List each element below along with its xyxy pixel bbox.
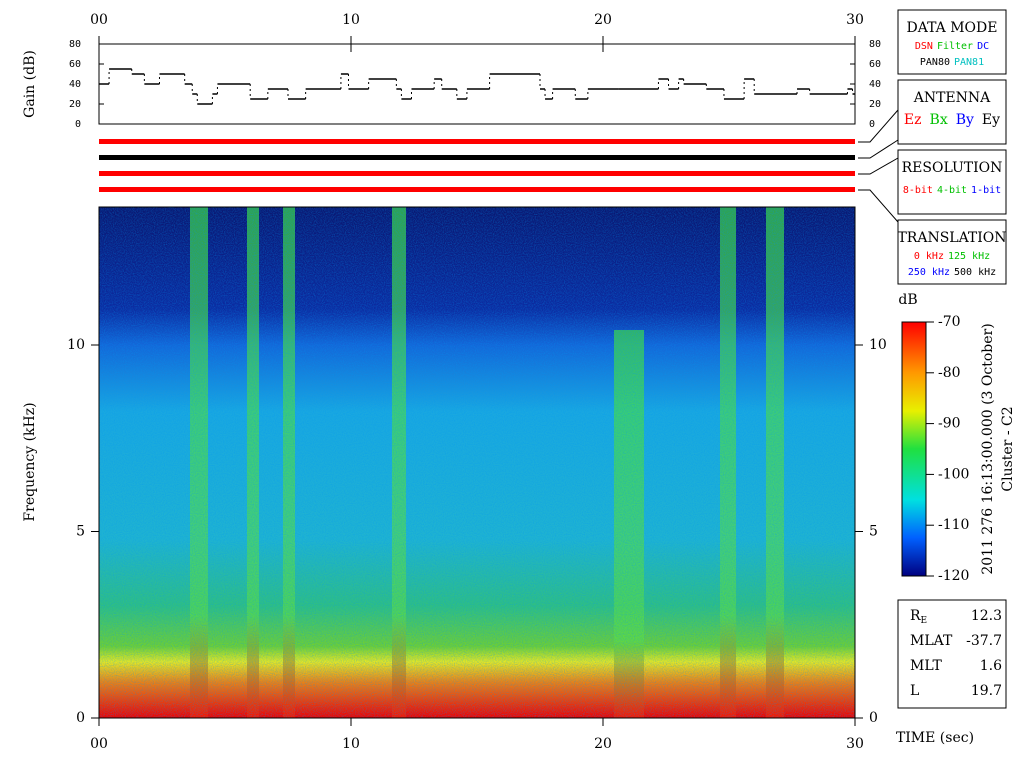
- panel-item: 0 kHz: [914, 251, 944, 262]
- panel-item: PAN80: [920, 57, 950, 68]
- gain-frame: [98, 43, 856, 125]
- panel-box: [897, 9, 1007, 75]
- panel-box: [897, 149, 1007, 215]
- y-tick-label: 10: [869, 337, 887, 353]
- colorbar-tick-label: -70: [938, 314, 961, 330]
- status-bar: [99, 187, 855, 192]
- time-axis-label: TIME (sec): [896, 730, 974, 746]
- colorbar: [901, 321, 927, 577]
- panel-item: 250 kHz: [908, 267, 950, 278]
- panel-item: Ez: [904, 112, 922, 128]
- y-tick-label: 10: [67, 337, 85, 353]
- caption: 2011 276 16:13:00.000 (3 October): [980, 323, 996, 574]
- panel-item: 4-bit: [937, 185, 967, 196]
- y-tick-label: 20: [69, 99, 81, 110]
- panel-item: 125 kHz: [948, 251, 990, 262]
- info-value: 1.6: [980, 658, 1002, 674]
- info-value: -37.7: [966, 633, 1002, 649]
- gain-axis-label: Gain (dB): [22, 50, 38, 118]
- info-label: RE: [910, 608, 927, 626]
- info-label-sub: E: [921, 616, 928, 626]
- info-label: MLAT: [910, 633, 953, 649]
- panel-row: Ez Bx By Ey: [904, 112, 1000, 128]
- status-bar: [99, 171, 855, 176]
- panel-row: 8-bit 4-bit 1-bit: [903, 185, 1001, 196]
- y-tick-label: 5: [869, 524, 878, 540]
- x-tick-label: 00: [90, 12, 108, 28]
- info-label-main: MLT: [910, 658, 942, 674]
- info-label: MLT: [910, 658, 942, 674]
- x-tick-label: 10: [342, 12, 360, 28]
- x-tick-label: 10: [342, 736, 360, 752]
- panel-item: PAN81: [954, 57, 984, 68]
- y-tick-label: 0: [76, 710, 85, 726]
- panel-title: TRANSLATION: [897, 230, 1006, 246]
- panel-item: 500 kHz: [954, 267, 996, 278]
- y-tick-label: 5: [76, 524, 85, 540]
- panel-row: 250 kHz 500 kHz: [908, 267, 996, 278]
- panel-item: Filter: [937, 41, 973, 52]
- panel-title: DATA MODE: [907, 20, 998, 36]
- panel-item: DSN: [915, 41, 933, 52]
- x-tick-label: 20: [594, 736, 612, 752]
- y-tick-label: 60: [69, 59, 81, 70]
- panel-item: 8-bit: [903, 185, 933, 196]
- info-label: L: [910, 683, 919, 699]
- y-tick-label: 80: [869, 39, 881, 50]
- panel-title: ANTENNA: [913, 90, 991, 106]
- colorbar-tick-label: -90: [938, 416, 961, 432]
- info-box: [897, 599, 1007, 709]
- y-tick-label: 20: [869, 99, 881, 110]
- colorbar-tick-label: -120: [938, 568, 969, 584]
- y-tick-label: 0: [869, 710, 878, 726]
- y-tick-label: 40: [69, 79, 81, 90]
- caption: Cluster - C2: [1000, 406, 1016, 491]
- y-tick-label: 0: [75, 119, 81, 130]
- colorbar-label: dB: [898, 292, 917, 308]
- panel-title: RESOLUTION: [902, 160, 1003, 176]
- colorbar-tick-label: -80: [938, 365, 961, 381]
- spectrogram-image: [99, 207, 855, 718]
- x-tick-label: 30: [846, 12, 864, 28]
- colorbar-tick-label: -110: [938, 517, 969, 533]
- x-tick-label: 00: [90, 736, 108, 752]
- panel-item: DC: [977, 41, 989, 52]
- y-tick-label: 0: [869, 119, 875, 130]
- info-value: 12.3: [971, 608, 1002, 624]
- connectors: [858, 109, 899, 223]
- info-label-main: MLAT: [910, 633, 953, 649]
- x-tick-label: 30: [846, 736, 864, 752]
- panel-row: 0 kHz 125 kHz: [914, 251, 990, 262]
- colorbar-tick-label: -100: [938, 466, 969, 482]
- panel-box: [897, 79, 1007, 145]
- panel-item: Bx: [930, 112, 948, 128]
- panel-row: PAN80 PAN81: [920, 57, 984, 68]
- y-tick-label: 80: [69, 39, 81, 50]
- info-label-main: R: [910, 608, 921, 624]
- frequency-axis-label: Frequency (kHz): [22, 402, 38, 521]
- info-value: 19.7: [971, 683, 1002, 699]
- x-tick-label: 20: [594, 12, 612, 28]
- spectrogram-frame: [98, 206, 856, 719]
- status-bar: [99, 155, 855, 160]
- panel-row: DSN Filter DC: [915, 41, 989, 52]
- panel-item: 1-bit: [971, 185, 1001, 196]
- panel-item: Ey: [982, 112, 1000, 128]
- info-label-main: L: [910, 683, 919, 699]
- y-tick-label: 60: [869, 59, 881, 70]
- panel-item: By: [956, 112, 974, 128]
- panel-box: [897, 219, 1007, 285]
- status-bar: [99, 139, 855, 144]
- y-tick-label: 40: [869, 79, 881, 90]
